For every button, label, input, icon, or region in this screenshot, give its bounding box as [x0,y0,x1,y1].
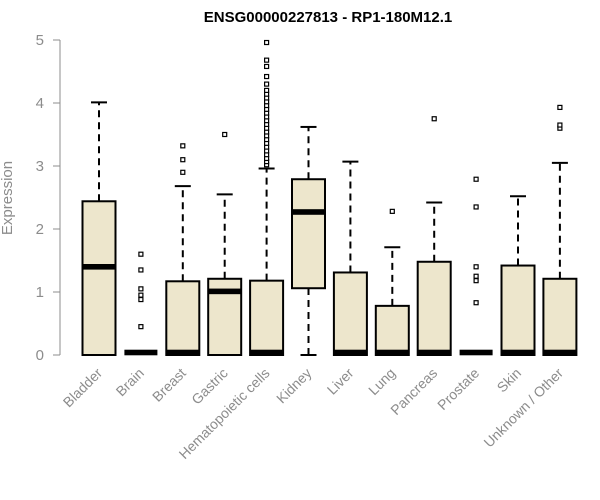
x-tick-label: Unknown / Other [480,365,566,451]
x-tick-label: Liver [324,365,357,398]
outlier-point [264,57,270,63]
box-liver [332,160,368,356]
box-series [81,39,578,357]
box-iqr [374,304,410,356]
box-brain [124,251,158,356]
outlier-point [138,324,144,330]
outlier-point [180,143,186,149]
y-tick-label: 4 [36,95,44,112]
median-line [333,349,367,356]
y-axis-label: Expression [0,161,16,235]
outlier-point [557,122,563,128]
y-axis-ticks: 0 1 2 3 4 5 [36,32,60,364]
x-tick-label: Lung [365,365,398,398]
y-tick-label: 2 [36,221,44,238]
y-tick-label: 1 [36,284,44,301]
x-tick-label: Prostate [434,365,482,413]
x-tick-label: Skin [494,365,525,396]
outlier-point [473,264,479,270]
outlier-point [473,300,479,306]
box-hematopoietic-cells [249,39,285,356]
outlier-point [138,292,144,298]
box-unknown-other [542,104,578,356]
outlier-point [264,73,270,80]
outlier-point [264,87,270,94]
box-gastric [207,131,243,356]
box-iqr [332,271,368,356]
box-iqr [500,264,536,357]
x-tick-label: Pancreas [387,365,440,418]
median-line [124,349,158,356]
box-bladder [81,101,117,356]
box-iqr [416,260,452,357]
outlier-point [264,39,270,46]
median-line [459,349,493,356]
box-iqr [165,280,201,357]
outlier-point [557,104,563,111]
outlier-point [138,286,144,292]
outlier-point [180,169,186,175]
y-tick-label: 5 [36,32,44,49]
box-iqr [542,277,578,356]
x-tick-label: Breast [149,365,189,405]
outlier-point [473,278,479,284]
outlier-point [264,81,270,87]
outlier-point [138,296,144,303]
box-lung [374,208,410,356]
median-line [292,209,325,215]
median-line [166,349,200,356]
box-prostate [459,176,493,356]
median-line [208,288,242,295]
box-skin [500,195,536,357]
outlier-point [473,204,479,210]
box-breast [165,143,201,357]
box-pancreas [416,116,452,357]
outlier-point [389,208,395,214]
median-line [501,349,535,356]
x-tick-label: Bladder [60,365,106,411]
outlier-point [138,251,144,257]
outlier-point [431,116,437,122]
x-tick-label: Brain [113,365,147,399]
x-tick-label: Kidney [273,365,315,407]
outlier-point [264,63,270,70]
y-tick-label: 3 [36,158,44,175]
box-iqr [81,200,117,356]
outlier-point [473,273,479,279]
box-kidney [291,125,326,356]
outlier-point [138,267,144,273]
median-line [417,349,451,356]
outlier-point [222,131,228,138]
box-iqr [249,279,285,356]
y-tick-label: 0 [36,347,44,364]
chart-title: ENSG00000227813 - RP1-180M12.1 [204,9,453,26]
median-line [82,264,116,270]
outlier-point [473,176,479,182]
median-line [543,349,577,356]
median-line [250,349,284,356]
box-iqr [291,178,326,290]
median-line [375,349,409,356]
outlier-point [180,157,186,163]
